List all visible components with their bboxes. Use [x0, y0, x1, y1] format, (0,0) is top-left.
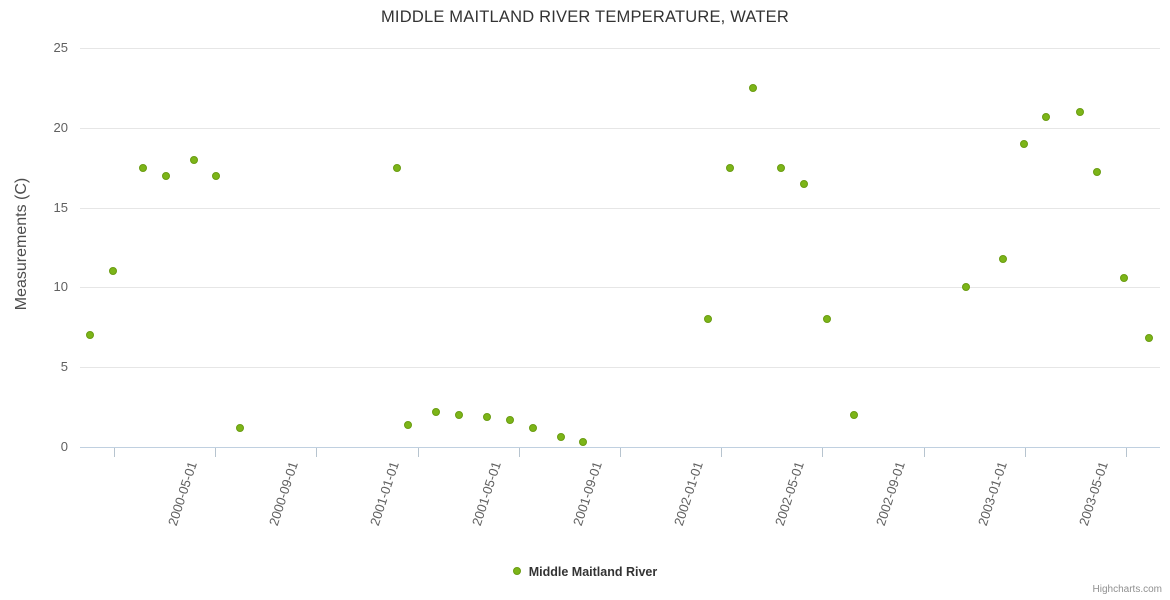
data-point[interactable]: [704, 315, 712, 324]
y-axis-tick-label: 25: [53, 40, 68, 55]
x-axis-tick-label: 2000-05-01: [164, 459, 200, 528]
data-point[interactable]: [86, 331, 94, 340]
legend-item-label: Middle Maitland River: [528, 564, 658, 579]
legend-marker-icon: [512, 566, 521, 575]
gridline: [80, 48, 1160, 49]
highcharts-credits[interactable]: Highcharts.com: [1092, 584, 1162, 595]
x-axis-tick-label: 2002-05-01: [772, 459, 808, 528]
gridline: [80, 127, 1160, 129]
x-axis-tick-mark: [1024, 448, 1026, 457]
data-point[interactable]: [109, 267, 117, 276]
data-point[interactable]: [1120, 273, 1128, 282]
y-axis-tick-label: 10: [53, 279, 68, 295]
data-point[interactable]: [139, 163, 147, 172]
gridline: [80, 207, 1160, 209]
x-axis-tick-mark: [114, 448, 115, 457]
chart-legend: Middle Maitland River: [0, 564, 1170, 579]
gridline: [80, 367, 1160, 369]
x-axis-tick-mark: [620, 448, 621, 457]
x-axis-tick-label: 2001-01-01: [367, 459, 403, 528]
x-axis-tick-mark: [721, 448, 723, 457]
data-point[interactable]: [483, 412, 491, 421]
data-point[interactable]: [557, 433, 565, 442]
y-axis-tick-label: 20: [53, 119, 68, 135]
data-point[interactable]: [404, 420, 412, 429]
data-point[interactable]: [455, 411, 463, 420]
legend-item-middle-maitland-river[interactable]: Middle Maitland River: [512, 564, 658, 579]
gridline: [80, 447, 1160, 448]
data-point[interactable]: [236, 423, 244, 432]
data-point[interactable]: [749, 83, 757, 92]
data-point[interactable]: [962, 283, 970, 292]
x-axis-tick-mark: [923, 448, 925, 457]
data-point[interactable]: [579, 438, 587, 447]
x-axis-tick-mark: [316, 448, 318, 457]
x-axis-tick-mark: [822, 448, 824, 457]
data-point[interactable]: [850, 411, 858, 420]
data-point[interactable]: [823, 315, 831, 324]
x-axis-tick-label: 2003-05-01: [1075, 459, 1111, 528]
y-axis-tick-label: 5: [60, 359, 68, 375]
x-axis-tick-mark: [518, 448, 520, 457]
x-axis-tick-label: 2000-09-01: [266, 459, 302, 528]
data-point[interactable]: [726, 163, 734, 172]
x-axis-tick-label: 2002-09-01: [873, 459, 909, 528]
x-axis-tick-mark: [417, 448, 419, 457]
x-axis-tick-label: 2003-01-01: [974, 459, 1010, 528]
data-point[interactable]: [1145, 334, 1153, 343]
chart-title: MIDDLE MAITLAND RIVER TEMPERATURE, WATER: [380, 8, 789, 26]
data-point[interactable]: [506, 415, 514, 424]
data-point[interactable]: [800, 179, 808, 188]
y-axis-tick-label: 15: [53, 199, 68, 215]
data-point[interactable]: [432, 407, 440, 416]
data-point[interactable]: [1076, 107, 1084, 116]
x-axis-tick-label: 2002-01-01: [670, 459, 706, 528]
x-axis-tick-mark: [1126, 448, 1127, 457]
x-axis-tick-mark: [215, 448, 217, 457]
data-point[interactable]: [393, 163, 401, 172]
data-point[interactable]: [1093, 168, 1101, 177]
data-point[interactable]: [777, 163, 785, 172]
x-axis-tick-label: 2001-09-01: [569, 459, 605, 528]
data-point[interactable]: [212, 171, 220, 180]
data-point[interactable]: [999, 254, 1007, 263]
data-point[interactable]: [162, 171, 170, 180]
data-point[interactable]: [1020, 139, 1028, 148]
gridline: [80, 287, 1160, 289]
data-point[interactable]: [529, 423, 537, 432]
data-point[interactable]: [190, 155, 198, 164]
x-axis-tick-label: 2001-05-01: [468, 459, 504, 528]
data-point[interactable]: [1042, 112, 1050, 121]
y-axis-tick-label: 0: [60, 439, 68, 454]
